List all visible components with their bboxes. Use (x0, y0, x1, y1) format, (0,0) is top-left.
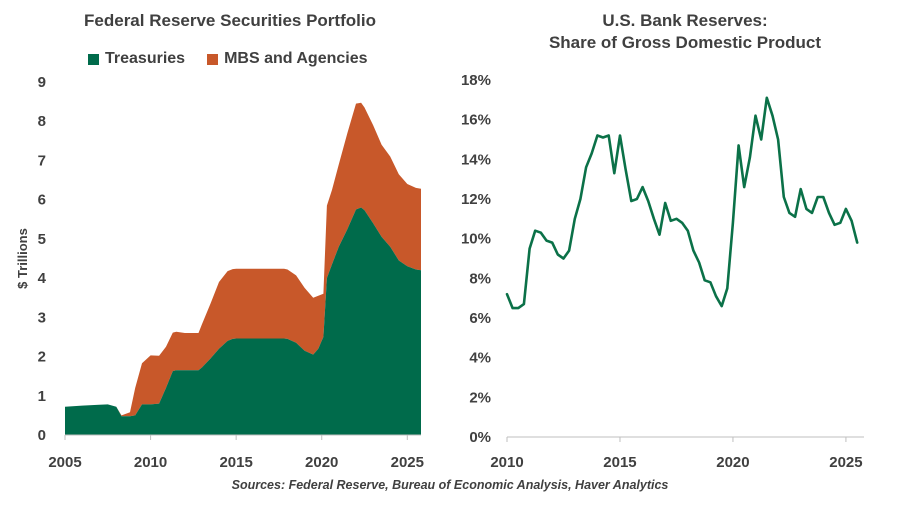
left-x-tick-label: 2005 (48, 454, 81, 471)
legend-label-treasuries: Treasuries (105, 50, 186, 67)
right-y-tick-label: 14% (461, 151, 491, 168)
left-y-axis-label: $ Trillions (15, 228, 30, 289)
left-x-tick-label: 2020 (305, 454, 338, 471)
legend-swatch-treasuries (88, 53, 99, 65)
right-y-tick-label: 12% (461, 191, 491, 208)
right-y-tick-label: 4% (469, 350, 491, 367)
right-x-tick-label: 2020 (716, 454, 749, 471)
left-chart-legend: Treasuries MBS and Agencies (88, 50, 390, 68)
left-x-tick-label: 2010 (134, 454, 167, 471)
right-y-tick-label: 6% (469, 310, 491, 327)
right-y-tick-label: 8% (469, 270, 491, 287)
reserves-line-chart: 0% 2% 4% 6% 8% 10% 12% 14% 16% 18% 2010 2015 2020 202… (461, 72, 864, 471)
left-y-tick-label: 5 (38, 231, 46, 248)
right-x-tick-label: 2010 (490, 454, 523, 471)
left-x-tick-label: 2025 (391, 454, 424, 471)
left-x-tick-label: 2015 (219, 454, 252, 471)
left-y-tick-label: 3 (38, 309, 46, 326)
right-y-tick-label: 0% (469, 429, 491, 446)
right-y-tick-label: 2% (469, 389, 491, 406)
left-y-tick-label: 4 (38, 270, 47, 287)
right-x-tick-label: 2015 (603, 454, 636, 471)
right-x-tick-label: 2025 (829, 454, 862, 471)
left-chart-title: Federal Reserve Securities Portfolio (84, 11, 376, 30)
right-y-tick-label: 18% (461, 72, 491, 89)
right-y-tick-label: 10% (461, 231, 491, 248)
right-y-tick-label: 16% (461, 112, 491, 129)
source-note: Sources: Federal Reserve, Bureau of Econ… (231, 478, 669, 492)
treasuries-area (65, 207, 421, 435)
right-chart-title: U.S. Bank Reserves: Share of Gross Domes… (470, 10, 900, 54)
legend-item-treasuries: Treasuries (88, 50, 185, 68)
legend-label-mbs: MBS and Agencies (224, 50, 368, 67)
left-y-tick-label: 8 (38, 113, 46, 130)
left-y-tick-label: 6 (38, 192, 46, 209)
left-y-tick-label: 9 (38, 74, 46, 91)
left-y-tick-label: 7 (38, 152, 46, 169)
right-chart-title-line-1: U.S. Bank Reserves: (602, 11, 768, 30)
portfolio-area-chart: 0 1 2 3 4 5 6 7 8 9 2005 2010 2015 2020 2025 $ Trillion… (15, 74, 424, 471)
left-y-tick-label: 2 (38, 349, 46, 366)
reserves-gdp-line (505, 96, 859, 310)
left-y-tick-label: 0 (38, 427, 46, 444)
legend-swatch-mbs (207, 53, 219, 65)
legend-item-mbs: MBS and Agencies (207, 50, 368, 68)
right-chart-title-line-2: Share of Gross Domestic Product (548, 33, 822, 52)
left-y-tick-label: 1 (38, 388, 46, 405)
